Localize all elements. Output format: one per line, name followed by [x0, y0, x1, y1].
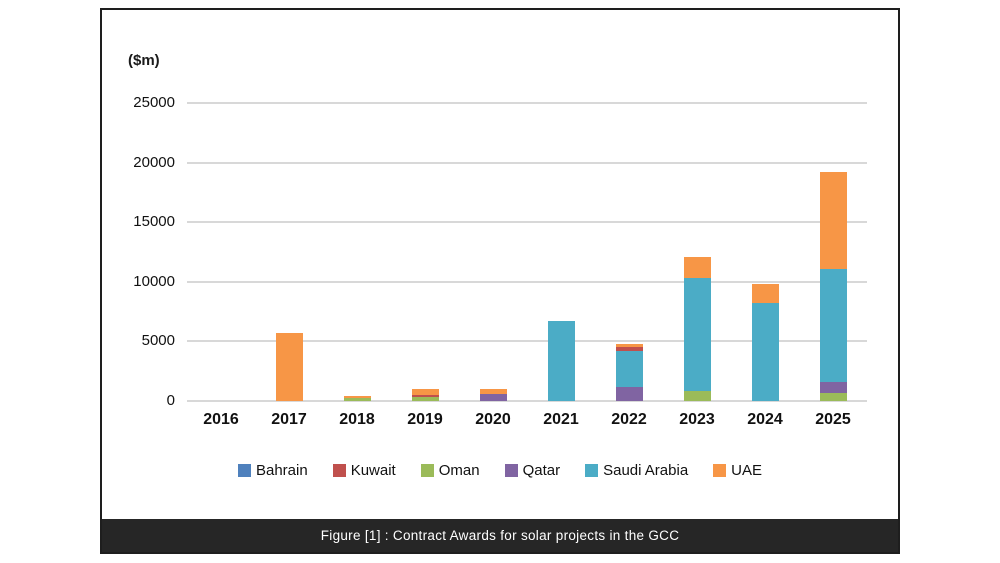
bar-segment-2025-qatar: [819, 381, 847, 393]
bar-stack-2017: [275, 333, 303, 401]
x-tick-label-2017: 2017: [271, 411, 307, 428]
gridline-25000: [187, 102, 867, 104]
bar-segment-2022-saudi-arabia: [615, 350, 643, 387]
legend-item-bahrain: Bahrain: [237, 462, 308, 479]
y-tick-label: 5000: [141, 332, 175, 350]
y-tick-label: 25000: [133, 94, 175, 111]
y-tick-label: 0: [166, 392, 175, 409]
legend-item-kuwait: Kuwait: [332, 462, 396, 479]
bar-segment-2022-qatar: [615, 386, 643, 401]
x-tick-label-2025: 2025: [815, 411, 851, 428]
x-tick-label-2016: 2016: [203, 411, 239, 428]
bar-column-2018: [323, 103, 391, 401]
legend-label: Saudi Arabia: [603, 462, 689, 479]
gridline-20000: [187, 161, 867, 164]
bar-column-2019: [391, 103, 459, 401]
bar-stack-2024: [751, 284, 779, 401]
legend-label: Qatar: [522, 462, 561, 479]
legend: Bahrain Kuwait Oman Qatar Saudi Arabia UAE: [102, 462, 898, 479]
gridline-15000: [187, 221, 867, 224]
legend-label: Kuwait: [350, 462, 396, 479]
figure-caption: Figure [1] : Contract Awards for solar p…: [320, 528, 680, 543]
bar-segment-2022-uae: [615, 343, 643, 348]
bar-stack-2020: [479, 388, 507, 401]
bar-segment-2018-uae: [343, 396, 371, 399]
y-tick-label: 20000: [133, 153, 175, 171]
x-axis-tick-labels: 2016 2017 2018 2019 2020 2021 2022 2023 2024 2025: [187, 411, 867, 429]
legend-label: UAE: [731, 462, 763, 479]
bar-segment-2022-kuwait: [615, 347, 643, 351]
legend-swatch-icon: [237, 464, 251, 477]
bar-stack-2018: [343, 396, 371, 401]
legend-item-saudi-arabia: Saudi Arabia: [585, 462, 688, 479]
gridline-5000: [187, 340, 867, 343]
bar-column-2020: [459, 103, 527, 401]
legend-item-qatar: Qatar: [504, 462, 561, 479]
y-tick-label: 10000: [133, 272, 175, 290]
x-tick-label-2022: 2022: [611, 411, 647, 428]
caption-bar: Figure [1] : Contract Awards for solar p…: [102, 519, 898, 552]
x-tick-label-2019: 2019: [407, 411, 443, 428]
bar-segment-2020-qatar: [479, 393, 507, 401]
bar-column-2023: [663, 103, 731, 401]
figure-frame: ($m) 25000 20000 15000 10000 5000 0 2016 2017 2…: [100, 8, 900, 554]
bar-column-2022: [595, 103, 663, 401]
legend-label: Bahrain: [255, 462, 308, 479]
bar-segment-2018-oman: [343, 398, 371, 401]
x-tick-label-2024: 2024: [747, 411, 783, 428]
legend-swatch-icon: [713, 464, 727, 477]
legend-swatch-icon: [420, 464, 434, 477]
bar-column-2016: [187, 103, 255, 401]
bar-stack-2025: [819, 172, 847, 401]
bar-column-2025: [799, 103, 867, 401]
bar-segment-2019-uae: [411, 388, 439, 396]
bar-segment-2024-uae: [751, 284, 779, 304]
bar-column-2021: [527, 103, 595, 401]
bar-segment-2025-oman: [819, 392, 847, 401]
legend-label: Oman: [438, 462, 480, 479]
gridline-10000: [187, 280, 867, 283]
y-axis-unit-label: ($m): [128, 52, 160, 69]
legend-swatch-icon: [585, 464, 599, 477]
bar-stack-2023: [683, 256, 711, 401]
gridline-0: [187, 400, 867, 402]
legend-swatch-icon: [504, 464, 518, 477]
bar-segment-2023-uae: [683, 256, 711, 279]
legend-swatch-icon: [332, 464, 346, 477]
bar-segment-2020-uae: [479, 388, 507, 394]
y-tick-label: 15000: [133, 213, 175, 231]
bar-column-2017: [255, 103, 323, 401]
bar-stack-2019: [411, 388, 439, 401]
bar-segment-2017-uae: [275, 333, 303, 401]
legend-item-uae: UAE: [713, 462, 762, 479]
plot-area: [187, 102, 867, 402]
bar-segment-2021-saudi-arabia: [547, 321, 575, 401]
bar-segment-2023-oman: [683, 391, 711, 401]
bar-segment-2025-saudi-arabia: [819, 268, 847, 382]
bar-stack-2022: [615, 343, 643, 401]
legend-item-oman: Oman: [420, 462, 480, 479]
chart-area: ($m) 25000 20000 15000 10000 5000 0 2016 2017 2…: [102, 10, 898, 519]
bar-segment-2025-uae: [819, 172, 847, 269]
bar-segment-2023-saudi-arabia: [683, 278, 711, 392]
bar-segment-2024-saudi-arabia: [751, 303, 779, 401]
x-tick-label-2021: 2021: [543, 411, 579, 428]
x-tick-label-2023: 2023: [679, 411, 715, 428]
bar-stack-2021: [547, 321, 575, 401]
bar-series: [187, 103, 867, 401]
bar-segment-2019-kuwait: [411, 395, 439, 398]
bar-column-2024: [731, 103, 799, 401]
x-tick-label-2020: 2020: [475, 411, 511, 428]
bar-segment-2019-oman: [411, 397, 439, 401]
x-tick-label-2018: 2018: [339, 411, 375, 428]
